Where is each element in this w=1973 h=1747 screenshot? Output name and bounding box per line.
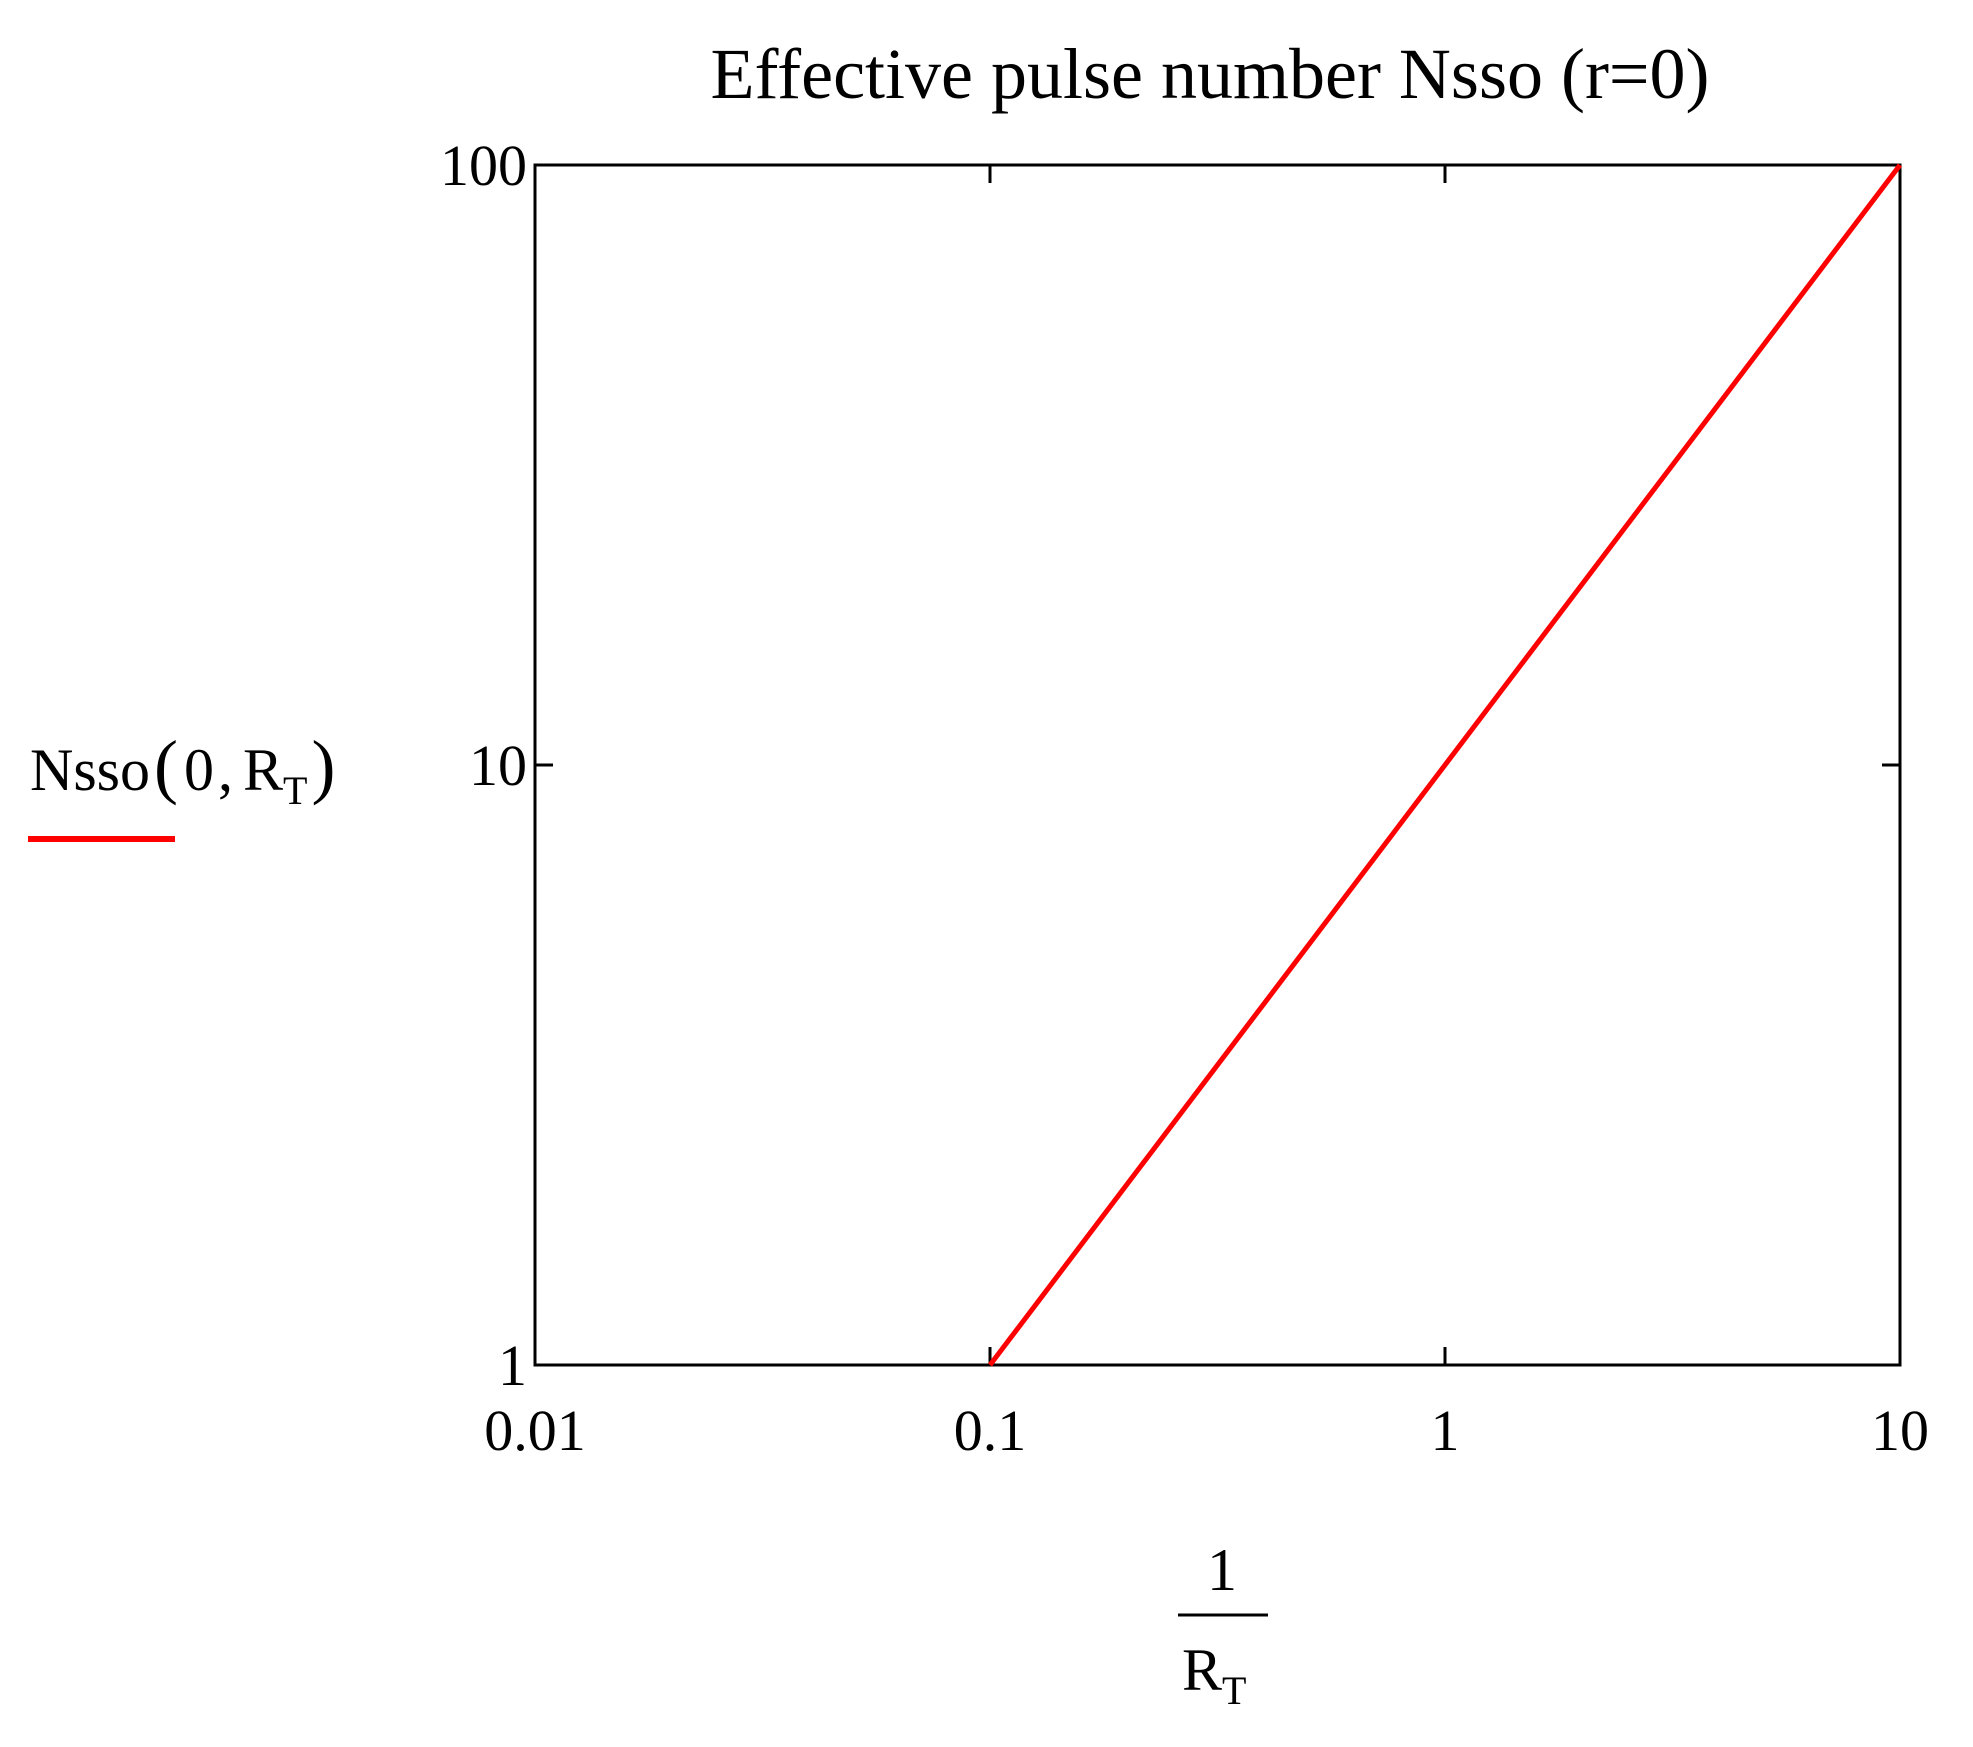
- y-tick-labels: 1 10 100: [440, 133, 527, 1398]
- x-tick-label: 0.01: [484, 1398, 586, 1463]
- svg-text:RT: RT: [1182, 1637, 1246, 1713]
- chart-title: Effective pulse number Nsso (r=0): [711, 34, 1710, 114]
- ylabel-comma: ,: [218, 737, 233, 803]
- xlabel-denominator-subscript: T: [1222, 1668, 1246, 1713]
- ylabel-arg1: 0: [184, 737, 214, 803]
- ylabel-arg2-subscript: T: [283, 768, 307, 813]
- plot-frame: [533, 163, 1902, 1367]
- y-tick-label: 10: [469, 733, 527, 798]
- y-tick-label: 100: [440, 133, 527, 198]
- y-axis-label: Nsso(0, RT): [30, 726, 335, 813]
- svg-text:Nsso(0,RT): Nsso(0, RT): [30, 726, 335, 813]
- x-tick-marks: [988, 165, 1447, 1365]
- y-tick-label: 1: [498, 1333, 527, 1398]
- x-tick-label: 1: [1431, 1398, 1460, 1463]
- x-axis-label: 1 RT: [1178, 1537, 1268, 1713]
- x-tick-label: 10: [1871, 1398, 1929, 1463]
- ylabel-open-paren: (: [154, 726, 178, 806]
- ylabel-arg2: R: [243, 737, 283, 803]
- xlabel-denominator: R: [1182, 1637, 1222, 1703]
- x-tick-labels: 0.01 0.1 1 10: [484, 1398, 1929, 1463]
- series-line-nsso: [988, 163, 1902, 1367]
- ylabel-func: Nsso: [30, 737, 150, 803]
- ylabel-close-paren: ): [311, 726, 335, 806]
- x-tick-label: 0.1: [954, 1398, 1027, 1463]
- xlabel-numerator: 1: [1207, 1537, 1237, 1603]
